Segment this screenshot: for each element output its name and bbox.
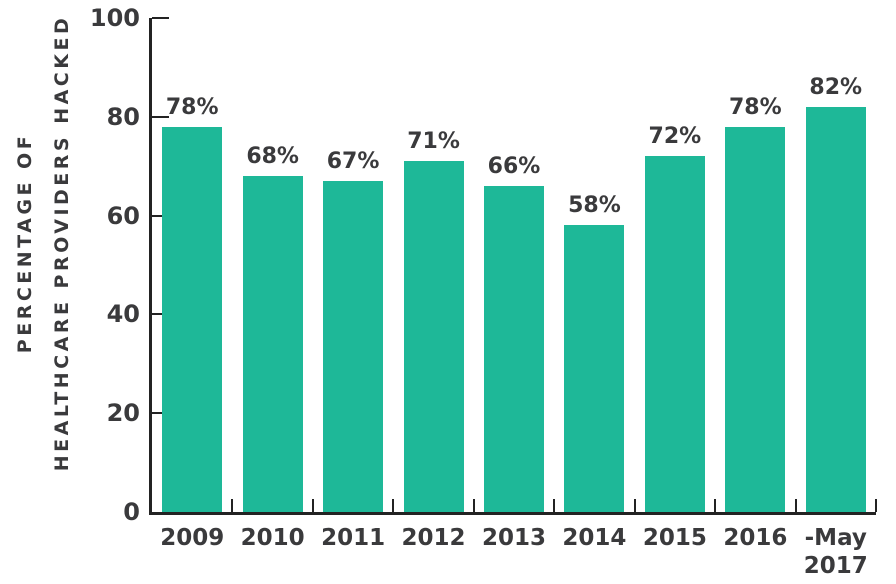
x-axis-label: 2010 xyxy=(240,525,305,551)
y-axis-tick-label-100: 100 xyxy=(89,4,140,32)
y-axis-tick-label-20: 20 xyxy=(106,399,140,428)
y-axis-tick-80 xyxy=(152,115,169,118)
bar-2016 xyxy=(725,126,786,512)
x-axis-label: 2014 xyxy=(562,525,627,551)
bar-2011 xyxy=(323,181,384,512)
x-axis-tick-8 xyxy=(794,499,797,512)
x-axis-tick-1 xyxy=(231,499,234,512)
y-axis-title: PERCENTAGE OF HEALTHCARE PROVIDERS HACKE… xyxy=(7,0,83,503)
y-axis-tick-100 xyxy=(152,17,169,19)
bar-2015 xyxy=(644,156,705,512)
y-axis-tick-label-40: 40 xyxy=(106,300,140,329)
x-axis-tick-5 xyxy=(553,499,556,512)
y-axis-tick-40 xyxy=(152,313,169,316)
y-axis-line xyxy=(149,18,152,515)
bar-value-label: 72% xyxy=(648,124,702,150)
x-axis-line xyxy=(149,512,876,515)
bar-value-label: 67% xyxy=(326,149,380,175)
bar-value-label: 66% xyxy=(487,153,541,179)
bar-value-label: 78% xyxy=(728,94,782,120)
x-axis-tick-2 xyxy=(311,499,314,512)
bar-2014 xyxy=(564,225,625,512)
bar-value-label: 82% xyxy=(809,74,863,100)
y-axis-tick-label-0: 0 xyxy=(123,498,140,526)
x-axis-tick-3 xyxy=(392,499,395,512)
y-axis-title-line1: PERCENTAGE OF xyxy=(14,132,36,354)
y-axis-tick-label-60: 60 xyxy=(106,201,140,230)
bar-2010 xyxy=(242,176,303,512)
x-axis-label: 2009 xyxy=(160,525,225,551)
bar-2012 xyxy=(403,161,464,512)
x-axis-tick-6 xyxy=(633,499,636,512)
x-axis-label: -May 2017 xyxy=(803,525,868,579)
bar-value-label: 71% xyxy=(407,129,460,155)
x-axis-label: 2012 xyxy=(401,525,466,551)
x-axis-tick-9 xyxy=(875,499,877,512)
y-axis-tick-20 xyxy=(152,412,169,415)
bar-value-label: 78% xyxy=(165,94,219,120)
x-axis-tick-7 xyxy=(714,499,717,512)
x-axis-label: 2013 xyxy=(481,525,546,551)
x-axis-label: 2015 xyxy=(642,525,707,551)
bar-2013 xyxy=(484,185,544,512)
x-axis-label: 2016 xyxy=(723,525,788,551)
plot-area: 0 20 40 60 80 100 78% 68% 67% 71% 66% 58% 72% 78% 82%… xyxy=(90,6,877,579)
bar--May-2017 xyxy=(805,106,866,512)
bar-value-label: 58% xyxy=(568,193,621,219)
y-axis-title-line2: HEALTHCARE PROVIDERS HACKED xyxy=(51,14,73,472)
bar-2009 xyxy=(162,126,223,512)
y-axis-tick-label-80: 80 xyxy=(106,102,140,131)
x-axis-tick-4 xyxy=(472,499,475,512)
bar-value-label: 68% xyxy=(246,144,299,170)
x-axis-label: 2011 xyxy=(321,525,386,551)
y-axis-tick-60 xyxy=(152,214,169,217)
